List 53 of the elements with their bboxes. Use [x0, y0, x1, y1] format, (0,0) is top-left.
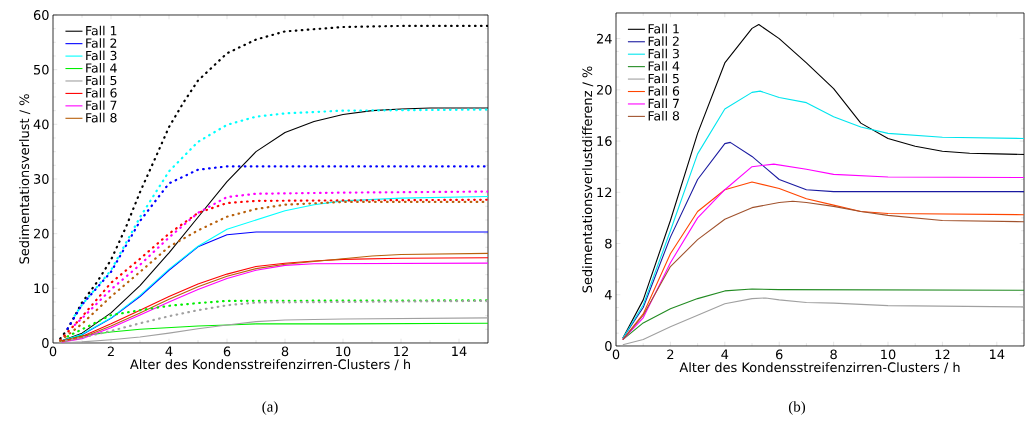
x-tick-label: 6 [223, 346, 231, 357]
y-tick-label: 8 [605, 238, 612, 249]
legend-label: Fall 4 [648, 61, 680, 71]
y-tick-label: 40 [33, 119, 49, 130]
x-tick-label: 2 [107, 346, 114, 357]
x-tick-label: 4 [165, 346, 173, 356]
legend-label: Fall 2 [648, 36, 679, 46]
legend-label: Fall 6 [86, 87, 117, 98]
x-tick-label: 2 [667, 349, 674, 360]
x-tick-label: 0 [49, 346, 57, 357]
text: (a) [262, 401, 278, 415]
y-axis-title: Sedimentationsverlust / % [19, 94, 31, 264]
x-tick-label: 14 [452, 346, 467, 356]
y-tick-label: 10 [34, 283, 49, 294]
y-axis-title: Sedimentationsverlustdifferenz / % [582, 66, 594, 293]
y-tick-label: 30 [34, 174, 49, 184]
text: (b) [788, 401, 806, 415]
y-tick-label: 20 [596, 84, 612, 95]
y-tick-label: 50 [34, 64, 49, 75]
y-tick-label: 4 [604, 290, 612, 300]
legend-label: Fall 5 [86, 75, 117, 86]
x-tick-label: 14 [989, 349, 1005, 359]
legend-label: Fall 1 [648, 23, 679, 34]
legend-label: Fall 3 [648, 48, 679, 59]
legend-label: Fall 5 [648, 73, 679, 84]
legend-label: Fall 8 [648, 110, 680, 121]
y-tick-label: 16 [597, 136, 612, 146]
x-axis-title: Alter des Kondensstreifenzirren-Clusters / h [130, 359, 411, 371]
x-tick-label: 8 [830, 349, 837, 360]
legend-label: Fall 8 [86, 112, 117, 123]
line-series [622, 297, 1025, 346]
legend-label: Fall 4 [86, 63, 117, 73]
y-tick-label: 20 [33, 228, 49, 239]
x-tick-label: 4 [721, 349, 729, 359]
x-tick-label: 8 [281, 346, 289, 357]
y-tick-label: 24 [596, 33, 612, 44]
x-tick-label: 0 [612, 349, 620, 360]
x-axis-title: Alter des Kondensstreifenzirren-Clusters / h [679, 362, 960, 374]
legend-label: Fall 7 [648, 98, 679, 109]
line-series [73, 190, 489, 327]
legend-label: Fall 3 [86, 50, 117, 61]
legend-label: Fall 6 [648, 86, 680, 96]
y-tick-label: 0 [42, 338, 49, 348]
y-tick-label: 12 [597, 187, 612, 198]
x-tick-label: 10 [336, 346, 351, 357]
x-tick-label: 12 [935, 349, 950, 360]
legend-label: Fall 7 [86, 100, 117, 111]
x-tick-label: 10 [881, 349, 896, 360]
x-tick-label: 6 [776, 349, 783, 360]
x-tick-label: 12 [394, 346, 408, 357]
legend-label: Fall 1 [86, 25, 117, 36]
y-tick-label: 60 [33, 10, 49, 20]
legend-label: Fall 2 [86, 38, 117, 48]
